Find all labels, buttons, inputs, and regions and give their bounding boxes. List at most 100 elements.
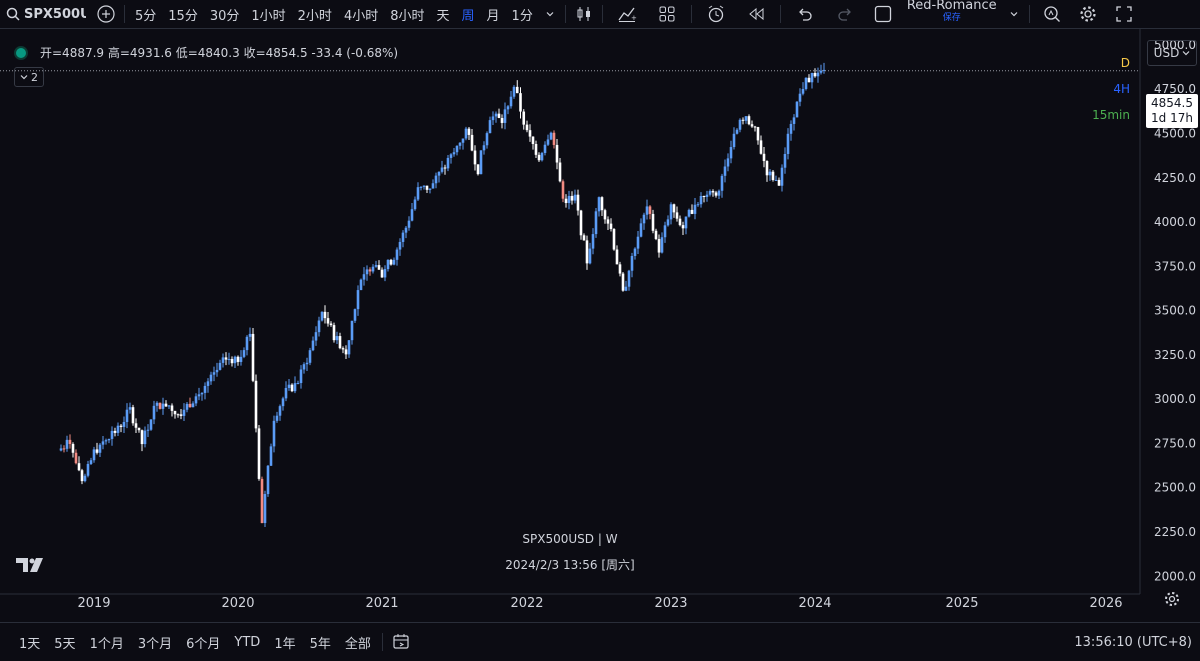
range-option[interactable]: 1个月 (89, 636, 124, 652)
candle-body (467, 128, 471, 135)
range-option[interactable]: 1天 (19, 636, 41, 652)
price-tick-label: 3750.0 (1154, 259, 1196, 273)
candle-body (753, 126, 757, 128)
time-tick-label: 2019 (77, 596, 110, 611)
interval-option[interactable]: 2小时 (297, 8, 332, 24)
candle-body (696, 204, 700, 206)
interval-option[interactable]: 周 (461, 8, 475, 24)
candle-body (558, 162, 562, 182)
candle-body (543, 144, 547, 153)
candle-body (158, 402, 162, 409)
interval-option[interactable]: 月 (486, 8, 500, 24)
candle-body (65, 439, 69, 449)
candle-body (783, 153, 787, 168)
candle-body (630, 255, 634, 271)
price-tick-label: 4250.0 (1154, 171, 1196, 185)
candle-body (191, 403, 195, 408)
indicator-collapse-button[interactable]: 2 (14, 67, 44, 87)
candle-body (654, 230, 658, 240)
range-option[interactable]: 6个月 (186, 636, 221, 652)
candle-body (200, 392, 204, 395)
interval-option[interactable]: 4小时 (343, 8, 379, 24)
candle-body (62, 448, 66, 450)
redo-icon[interactable] (825, 0, 865, 28)
add-symbol-icon[interactable] (92, 0, 120, 28)
interval-option[interactable]: 8小时 (390, 8, 425, 24)
candle-body (597, 197, 601, 212)
layout-menu[interactable]: Red-Romance 保存 (901, 0, 1003, 28)
replay-icon[interactable] (736, 0, 776, 28)
candle-body (708, 191, 712, 195)
candle-body (215, 369, 219, 373)
candle-body (651, 213, 655, 231)
candle-body (822, 69, 826, 71)
clock[interactable]: 13:56:10 (UTC+8) (1074, 634, 1192, 650)
candle-body (116, 425, 120, 433)
candle-body (320, 311, 324, 321)
price-chart[interactable]: 5000.0 4750.0 4500.0 4250.0 4000.0 3750.0 3500… (0, 29, 1200, 616)
candle-body (287, 384, 291, 388)
candle-body (374, 265, 378, 267)
alert-icon[interactable] (696, 0, 736, 28)
timeframe-label: 15min (1092, 108, 1130, 122)
layouts-icon[interactable] (647, 0, 687, 28)
quick-search-icon[interactable] (1034, 0, 1070, 28)
interval-option[interactable]: 15分 (168, 8, 198, 24)
candle-body (161, 403, 165, 409)
candle-body (197, 394, 201, 397)
candle-body (555, 144, 559, 163)
candle-body (738, 119, 742, 130)
candle-body (338, 336, 342, 349)
candle-body (792, 117, 796, 124)
candle-body (350, 320, 354, 341)
fullscreen-checkbox[interactable] (865, 0, 901, 28)
candle-body (170, 405, 174, 411)
interval-selector: 5分 15分 30分 1小时 2小时 4小时 8小时天周月 1分 (129, 0, 539, 28)
interval-option[interactable]: 5分 (135, 8, 157, 24)
symbol-name: SPX500US (24, 6, 86, 22)
candles-icon[interactable] (570, 0, 598, 28)
candle-body (395, 249, 399, 260)
interval-option[interactable]: 1分 (511, 8, 533, 24)
indicators-icon[interactable]: + (607, 0, 647, 28)
candle-body (452, 152, 456, 155)
last-price-label: 4854.5 1d 17h (1146, 94, 1198, 128)
range-option[interactable]: 3个月 (137, 636, 173, 652)
candle-body (434, 175, 438, 184)
candle-body (248, 333, 252, 337)
currency-select[interactable]: USD (1147, 40, 1197, 66)
interval-option[interactable]: 1小时 (251, 8, 286, 24)
maximize-icon[interactable] (1106, 0, 1142, 28)
candle-body (110, 430, 114, 439)
divider (779, 5, 781, 23)
goto-date-icon[interactable] (387, 628, 415, 656)
indicator-count: 2 (31, 70, 38, 84)
axis-settings-icon[interactable] (1164, 591, 1180, 611)
interval-option[interactable]: 天 (436, 8, 450, 24)
interval-option[interactable]: 30分 (209, 8, 240, 24)
candle-body (251, 333, 255, 381)
candle-body (600, 197, 604, 211)
range-option[interactable]: 全部 (344, 636, 371, 652)
tradingview-logo[interactable] (16, 556, 48, 578)
symbol-search[interactable]: SPX500US (0, 0, 92, 28)
candle-body (546, 139, 550, 145)
candle-body (479, 150, 483, 175)
candle-body (410, 209, 414, 221)
gear-icon[interactable] (1070, 0, 1106, 28)
range-option[interactable]: 5年 (309, 636, 331, 652)
candle-body (789, 123, 793, 134)
candle-body (371, 266, 375, 272)
interval-dropdown[interactable] (539, 0, 561, 28)
layout-dropdown[interactable] (1003, 0, 1025, 28)
chevron-down-icon (1010, 12, 1018, 17)
range-option[interactable]: 5天 (54, 636, 76, 652)
candle-body (329, 323, 333, 326)
candle-body (113, 430, 117, 433)
candle-body (443, 167, 447, 169)
undo-icon[interactable] (785, 0, 825, 28)
price-axis: 5000.0 4750.0 4500.0 4250.0 4000.0 3750.0 3500… (1154, 38, 1196, 583)
range-option[interactable]: 1年 (274, 636, 296, 652)
range-option[interactable]: YTD (234, 634, 261, 650)
candle-body (233, 356, 237, 364)
